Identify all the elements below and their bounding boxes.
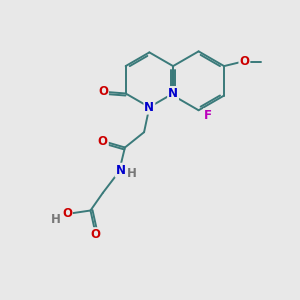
Text: O: O: [91, 228, 100, 241]
Text: F: F: [204, 109, 212, 122]
Text: O: O: [98, 135, 108, 148]
Text: O: O: [98, 85, 108, 98]
Text: H: H: [51, 213, 61, 226]
Text: O: O: [239, 55, 249, 68]
Text: N: N: [144, 101, 154, 114]
Text: H: H: [128, 167, 137, 180]
Text: N: N: [168, 87, 178, 100]
Text: N: N: [116, 164, 125, 177]
Text: O: O: [62, 207, 72, 220]
